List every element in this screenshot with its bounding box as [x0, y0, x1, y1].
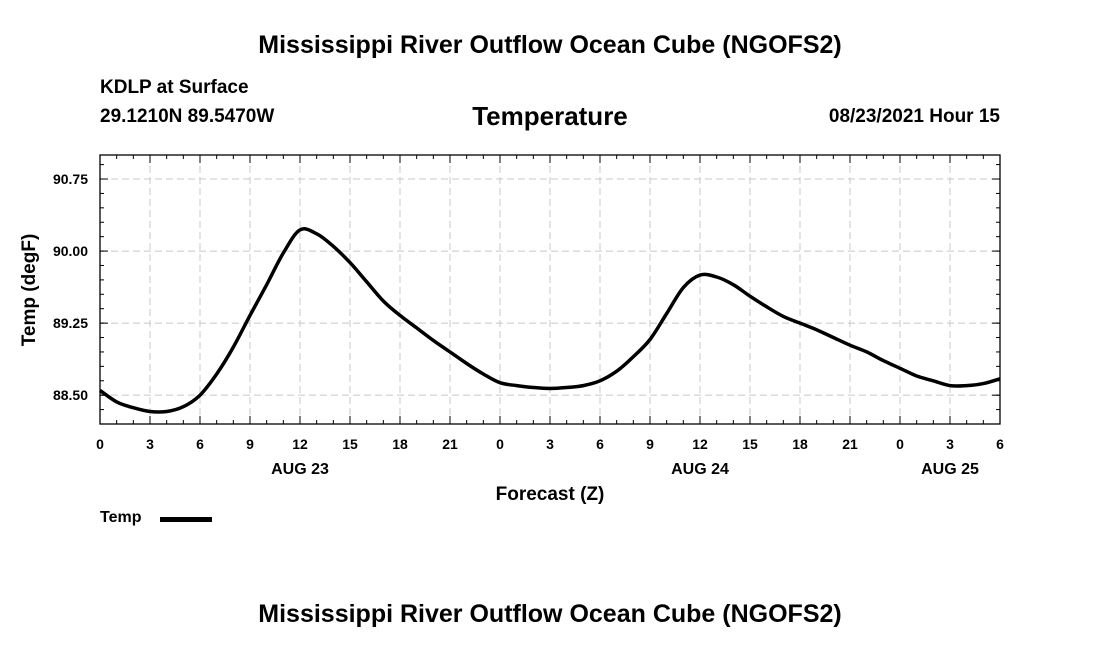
series-line-temp: [98, 227, 1001, 414]
footer-title: Mississippi River Outflow Ocean Cube (NG…: [258, 600, 842, 628]
date-label: AUG 24: [671, 461, 729, 478]
date-label: AUG 23: [271, 461, 329, 478]
axes: 0 3 6 9 12 15 18 21 0 3 6 9 12 15 18 21 0 3 6 AUG 23 AUG 24 A…: [53, 154, 1004, 478]
x-tick-label: 3: [946, 436, 954, 452]
page-title: Mississippi River Outflow Ocean Cube (NG…: [258, 31, 842, 59]
legend-swatch: [160, 517, 212, 522]
x-tick-label: 6: [996, 436, 1004, 452]
series-layer: [98, 227, 1001, 414]
variable-title: Temperature: [472, 101, 628, 131]
x-tick-label: 15: [742, 436, 758, 452]
y-tick-label: 90.00: [53, 243, 88, 259]
x-tick-label: 18: [392, 436, 408, 452]
x-tick-label: 18: [792, 436, 808, 452]
x-tick-label: 15: [342, 436, 358, 452]
y-axis-label: Temp (degF): [19, 234, 40, 347]
x-tick-label: 12: [692, 436, 708, 452]
date-label: AUG 25: [921, 461, 979, 478]
x-tick-label: 0: [496, 436, 504, 452]
y-tick-label: 88.50: [53, 387, 88, 403]
station-label: KDLP at Surface: [100, 77, 249, 98]
x-tick-label: 6: [596, 436, 604, 452]
x-tick-label: 9: [246, 436, 254, 452]
x-tick-label: 12: [292, 436, 308, 452]
x-tick-label: 9: [646, 436, 654, 452]
y-tick-label: 89.25: [53, 315, 88, 331]
x-tick-label: 6: [196, 436, 204, 452]
y-tick-label: 90.75: [53, 171, 88, 187]
x-tick-label: 21: [842, 436, 858, 452]
x-tick-label: 0: [896, 436, 904, 452]
x-tick-label: 21: [442, 436, 458, 452]
legend-label: Temp: [100, 509, 142, 526]
x-tick-label: 0: [96, 436, 104, 452]
grid: [100, 155, 1000, 424]
coordinates-label: 29.1210N 89.5470W: [100, 106, 275, 127]
x-tick-label: 3: [546, 436, 554, 452]
datetime-label: 08/23/2021 Hour 15: [828, 106, 1000, 127]
x-axis-label: Forecast (Z): [496, 484, 605, 505]
x-tick-label: 3: [146, 436, 154, 452]
